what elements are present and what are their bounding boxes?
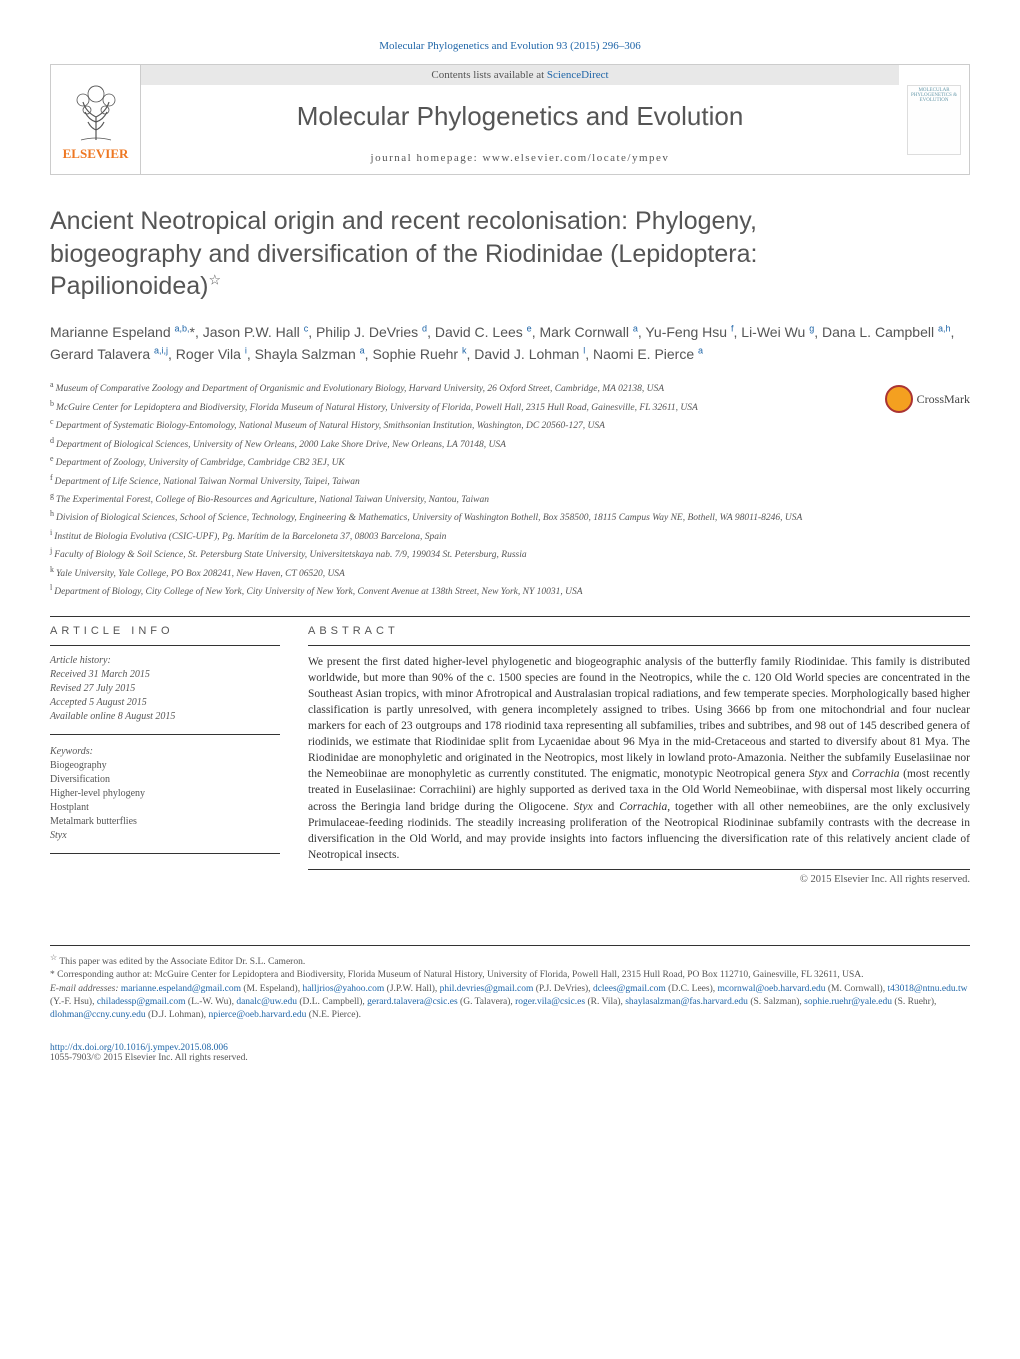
editor-note-text: This paper was edited by the Associate E… — [59, 957, 305, 967]
email-link[interactable]: sophie.ruehr@yale.edu — [804, 997, 892, 1007]
history-accepted: Accepted 5 August 2015 — [50, 696, 280, 710]
email-link[interactable]: chiladessp@gmail.com — [97, 997, 186, 1007]
email-link[interactable]: npierce@oeb.harvard.edu — [208, 1010, 306, 1020]
crossmark-icon — [885, 385, 913, 413]
cover-thumbnail: MOLECULAR PHYLOGENETICS & EVOLUTION — [907, 85, 961, 155]
info-rule — [50, 645, 280, 646]
affiliation-item: eDepartment of Zoology, University of Ca… — [50, 453, 970, 470]
keyword-item: Biogeography — [50, 759, 280, 773]
crossmark-badge[interactable]: CrossMark — [885, 385, 970, 413]
publisher-name: ELSEVIER — [63, 146, 129, 162]
abstract-label: ABSTRACT — [308, 625, 970, 637]
affiliation-item: fDepartment of Life Science, National Ta… — [50, 472, 970, 489]
citation-link[interactable]: Molecular Phylogenetics and Evolution 93… — [50, 40, 970, 52]
keyword-item: Hostplant — [50, 801, 280, 815]
email-link[interactable]: danalc@uw.edu — [236, 997, 297, 1007]
abstract-copyright: © 2015 Elsevier Inc. All rights reserved… — [308, 874, 970, 885]
contents-label: Contents lists available at — [431, 69, 544, 81]
author-list: Marianne Espeland a,b,*, Jason P.W. Hall… — [50, 321, 970, 366]
affiliation-item: gThe Experimental Forest, College of Bio… — [50, 490, 970, 507]
keywords-block: Keywords: BiogeographyDiversificationHig… — [50, 745, 280, 854]
journal-homepage: journal homepage: www.elsevier.com/locat… — [151, 152, 889, 164]
email-link[interactable]: roger.vila@csic.es — [515, 997, 585, 1007]
journal-name: Molecular Phylogenetics and Evolution — [151, 101, 889, 132]
email-link[interactable]: dclees@gmail.com — [593, 984, 666, 994]
email-link[interactable]: t43018@ntnu.edu.tw — [887, 984, 967, 994]
affiliation-item: jFaculty of Biology & Soil Science, St. … — [50, 545, 970, 562]
article-info-label: ARTICLE INFO — [50, 625, 280, 637]
journal-header: ELSEVIER Contents lists available at Sci… — [50, 64, 970, 175]
keyword-item: Higher-level phylogeny — [50, 787, 280, 801]
doi-link[interactable]: http://dx.doi.org/10.1016/j.ympev.2015.0… — [50, 1043, 970, 1053]
title-text: Ancient Neotropical origin and recent re… — [50, 207, 757, 300]
issn-copyright: 1055-7903/© 2015 Elsevier Inc. All right… — [50, 1053, 970, 1063]
affiliation-item: bMcGuire Center for Lepidoptera and Biod… — [50, 398, 970, 415]
abstract-column: ABSTRACT We present the first dated high… — [308, 625, 970, 885]
keywords-list: BiogeographyDiversificationHigher-level … — [50, 759, 280, 843]
email-addresses: E-mail addresses: marianne.espeland@gmai… — [50, 983, 970, 1023]
affiliation-item: kYale University, Yale College, PO Box 2… — [50, 564, 970, 581]
homepage-url[interactable]: www.elsevier.com/locate/ympev — [482, 152, 669, 164]
email-link[interactable]: shaylasalzman@fas.harvard.edu — [625, 997, 748, 1007]
corr-note-text: Corresponding author at: McGuire Center … — [57, 970, 863, 980]
elsevier-tree-icon — [71, 82, 121, 142]
abstract-text: We present the first dated higher-level … — [308, 654, 970, 870]
affiliation-item: cDepartment of Systematic Biology-Entomo… — [50, 416, 970, 433]
keywords-label: Keywords: — [50, 745, 280, 759]
email-link[interactable]: phil.devries@gmail.com — [440, 984, 534, 994]
article-info-column: ARTICLE INFO Article history: Received 3… — [50, 625, 280, 885]
header-center: Contents lists available at ScienceDirec… — [141, 65, 899, 174]
crossmark-label: CrossMark — [917, 392, 970, 407]
email-label: E-mail addresses: — [50, 984, 119, 994]
affiliation-item: hDivision of Biological Sciences, School… — [50, 508, 970, 525]
affiliation-item: aMuseum of Comparative Zoology and Depar… — [50, 379, 970, 396]
sciencedirect-link[interactable]: ScienceDirect — [547, 69, 609, 81]
history-received: Received 31 March 2015 — [50, 668, 280, 682]
corresponding-author-note: * Corresponding author at: McGuire Cente… — [50, 969, 970, 982]
affiliation-item: iInstitut de Biologia Evolutiva (CSIC-UP… — [50, 527, 970, 544]
emails-list: marianne.espeland@gmail.com (M. Espeland… — [50, 984, 967, 1021]
section-rule — [50, 616, 970, 617]
abstract-rule — [308, 645, 970, 646]
affiliation-item: dDepartment of Biological Sciences, Univ… — [50, 435, 970, 452]
affiliations: aMuseum of Comparative Zoology and Depar… — [50, 379, 970, 599]
footnotes: ☆ This paper was edited by the Associate… — [50, 945, 970, 1023]
history-label: Article history: — [50, 654, 280, 668]
homepage-label: journal homepage: — [371, 152, 479, 164]
history-revised: Revised 27 July 2015 — [50, 682, 280, 696]
contents-line: Contents lists available at ScienceDirec… — [141, 65, 899, 85]
email-link[interactable]: gerard.talavera@csic.es — [367, 997, 458, 1007]
keyword-item: Metalmark butterflies — [50, 815, 280, 829]
email-link[interactable]: mcornwal@oeb.harvard.edu — [718, 984, 826, 994]
email-link[interactable]: marianne.espeland@gmail.com — [121, 984, 241, 994]
keyword-item: Styx — [50, 829, 280, 843]
footer-references: http://dx.doi.org/10.1016/j.ympev.2015.0… — [50, 1043, 970, 1063]
paper-title: Ancient Neotropical origin and recent re… — [50, 205, 850, 303]
affiliation-item: lDepartment of Biology, City College of … — [50, 582, 970, 599]
publisher-logo: ELSEVIER — [51, 65, 141, 174]
history-online: Available online 8 August 2015 — [50, 710, 280, 724]
email-link[interactable]: dlohman@ccny.cuny.edu — [50, 1010, 146, 1020]
email-link[interactable]: halljrios@yahoo.com — [302, 984, 384, 994]
title-footnote-marker: ☆ — [208, 272, 221, 288]
article-history: Article history: Received 31 March 2015 … — [50, 654, 280, 735]
editor-note: ☆ This paper was edited by the Associate… — [50, 952, 970, 969]
journal-cover: MOLECULAR PHYLOGENETICS & EVOLUTION — [899, 65, 969, 174]
keyword-item: Diversification — [50, 773, 280, 787]
